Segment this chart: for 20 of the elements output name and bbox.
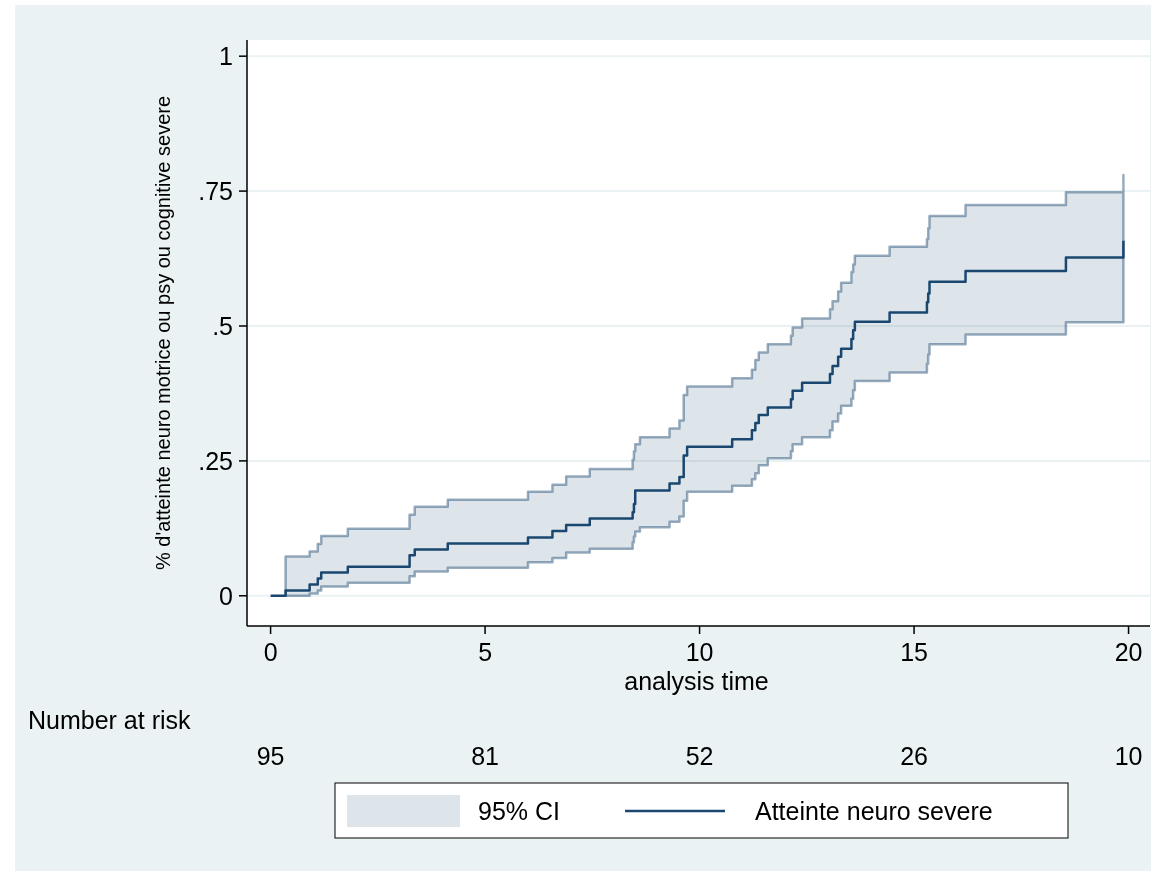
x-tick-label: 15: [900, 638, 928, 666]
y-tick-label: .25: [198, 446, 233, 475]
y-axis-title: % d'atteinte neuro motrice ou psy ou cognitive severe: [152, 95, 174, 571]
legend-label: Atteinte neuro severe: [755, 796, 993, 825]
text: 81: [471, 742, 499, 770]
text: Number at risk: [28, 706, 192, 734]
x-axis-title: analysis time: [624, 667, 769, 695]
x-tick-label: 0: [263, 638, 278, 666]
text: 95: [256, 742, 285, 770]
y-tick-label: 0: [219, 581, 233, 610]
y-tick-label: .75: [198, 176, 233, 205]
x-tick-label: 10: [685, 638, 714, 666]
y-tick-label: .5: [212, 311, 233, 340]
text: 10: [1114, 742, 1143, 770]
text: 26: [900, 742, 928, 770]
x-tick-label: 20: [1114, 638, 1143, 666]
x-tick-label: 5: [478, 638, 493, 666]
y-tick-label: 1: [219, 41, 233, 70]
text: 52: [685, 742, 714, 770]
text: 95% CI: [478, 796, 560, 825]
